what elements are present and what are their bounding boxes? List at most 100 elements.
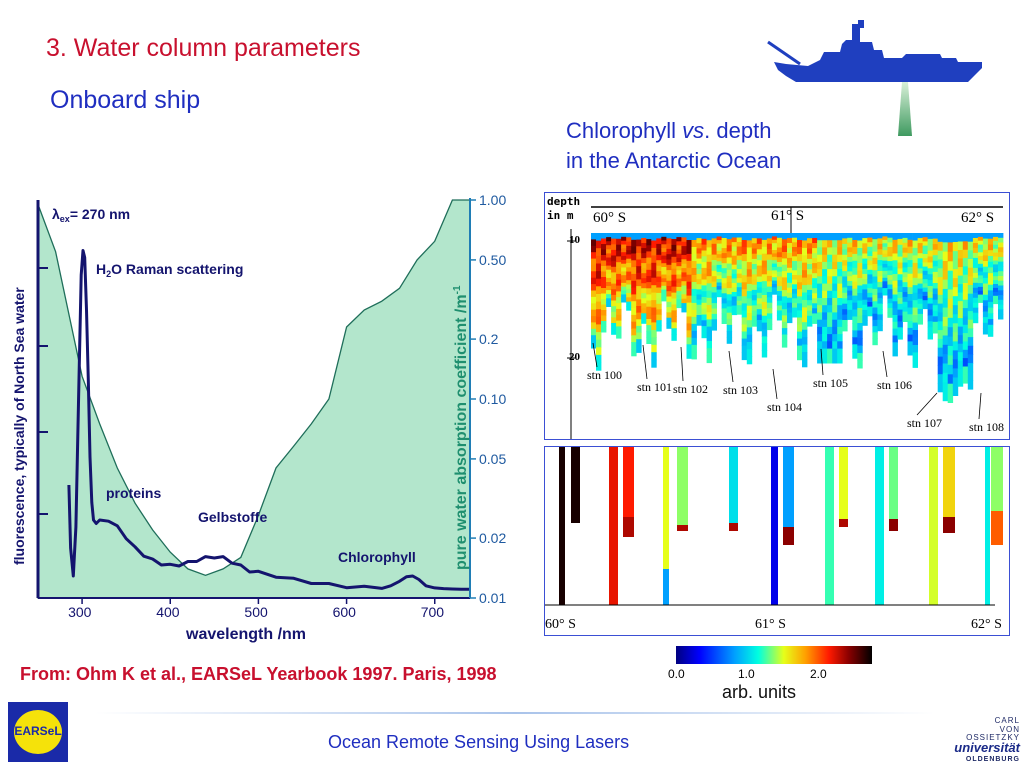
heatmap-cell: [596, 248, 602, 257]
heatmap-cell: [797, 289, 803, 297]
heatmap-cell: [736, 264, 743, 270]
heatmap-cell: [962, 333, 969, 342]
heatmap-cell: [626, 237, 632, 243]
heatmap-cell: [771, 270, 778, 275]
heatmap-cell: [907, 266, 913, 275]
heatmap-cell: [887, 265, 893, 271]
heatmap-cell: [641, 313, 647, 319]
heatmap-cell: [862, 279, 868, 285]
station-pointer: [820, 348, 824, 376]
heatmap-cell: [641, 233, 647, 239]
heatmap-cell: [591, 252, 597, 260]
heatmap-cell: [656, 276, 662, 283]
heatmap-cell: [626, 284, 632, 290]
heatmap-cell: [631, 280, 637, 289]
heatmap-cell: [621, 271, 627, 276]
heatmap-cell: [882, 274, 888, 279]
heatmap-cell: [998, 299, 1004, 306]
heatmap-cell: [676, 266, 682, 271]
heatmap-cell: [686, 233, 692, 241]
heatmap-cell: [616, 273, 622, 281]
raman-label: H2O Raman scattering: [96, 261, 243, 279]
heatmap-cell: [596, 324, 602, 333]
heatmap-cell: [802, 270, 808, 279]
profile-bar-segment: [677, 447, 688, 525]
heatmap-cell: [877, 281, 883, 288]
heatmap-cell: [857, 323, 863, 331]
heatmap-cell: [857, 278, 863, 286]
heatmap-cell: [792, 298, 798, 304]
heatmap-cell: [902, 242, 908, 249]
heatmap-cell: [701, 285, 707, 292]
heatmap-cell: [636, 259, 642, 267]
heatmap-cell: [998, 314, 1004, 320]
heatmap-cell: [596, 301, 602, 310]
heatmap-cell: [952, 323, 959, 333]
heatmap-cell: [902, 287, 908, 293]
depth-tick-20: 20: [569, 351, 581, 363]
profile-bar-segment: [677, 525, 688, 531]
heatmap-cell: [872, 301, 878, 308]
heatmap-cell: [877, 249, 883, 256]
heatmap-cell: [982, 317, 989, 324]
heatmap-cell: [792, 237, 798, 243]
heatmap-cell: [646, 269, 652, 277]
heatmap-cell: [912, 277, 918, 286]
heatmap-cell: [686, 323, 692, 331]
heatmap-cell: [847, 295, 853, 301]
heatmap-cell: [937, 356, 944, 366]
heatmap-cell: [686, 281, 692, 290]
heatmap-cell: [922, 300, 928, 305]
heatmap-cell: [681, 276, 687, 282]
heatmap-cell: [666, 291, 672, 297]
heatmap-cell: [867, 288, 873, 294]
heatmap-cell: [962, 341, 969, 351]
heatmap-cell: [842, 309, 848, 316]
right-axis-label: pure water absorption coefficient /m-1: [452, 285, 470, 570]
heatmap-cell: [611, 328, 617, 335]
heatmap-cell: [626, 258, 632, 264]
heatmap-cell: [661, 270, 667, 275]
lat-bottom-61: 61° S: [755, 617, 786, 632]
heatmap-cell: [802, 329, 808, 338]
heatmap-cell: [877, 271, 883, 277]
heatmap-cell: [666, 248, 672, 255]
heatmap-cell: [746, 334, 753, 343]
heatmap-cell: [761, 260, 768, 268]
heatmap-cell: [998, 295, 1004, 301]
heatmap-cell: [937, 330, 944, 340]
heatmap-cell: [932, 327, 939, 334]
heatmap-cell: [701, 291, 707, 298]
heatmap-cell: [611, 272, 617, 279]
heatmap-cell: [912, 352, 918, 361]
heatmap-cell: [751, 284, 758, 291]
heatmap-cell: [832, 276, 838, 284]
heatmap-cell: [766, 324, 773, 331]
heatmap-cell: [962, 233, 969, 242]
heatmap-cell: [681, 290, 687, 295]
heatmap-cell: [842, 260, 848, 267]
heatmap-cell: [751, 305, 758, 312]
heatmap-cell: [942, 261, 949, 271]
heatmap-cell: [957, 335, 964, 345]
heatmap-cell: [807, 264, 813, 270]
heatmap-cell: [882, 288, 888, 292]
heatmap-cell: [636, 312, 642, 320]
heatmap-cell: [611, 317, 617, 324]
heatmap-cell: [877, 265, 883, 272]
heatmap-cell: [937, 233, 944, 243]
heatmap-cell: [842, 233, 848, 239]
heatmap-cell: [771, 256, 778, 261]
heatmap-cell: [781, 271, 788, 278]
heatmap-cell: [832, 247, 838, 256]
heatmap-cell: [907, 300, 913, 309]
heatmap-cell: [596, 278, 602, 287]
heatmap-cell: [902, 272, 908, 278]
heatmap-cell: [691, 330, 697, 339]
heatmap-cell: [787, 257, 793, 264]
heatmap-cell: [817, 312, 823, 321]
heatmap-cell: [912, 240, 918, 249]
heatmap-cell: [776, 242, 783, 248]
heatmap-cell: [857, 293, 863, 301]
heatmap-cell: [912, 270, 918, 279]
